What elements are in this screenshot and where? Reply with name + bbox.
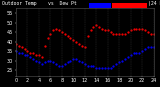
Text: vs  Dew Pt: vs Dew Pt [48, 1, 77, 6]
Text: (24 Hours): (24 Hours) [148, 1, 160, 6]
Text: Outdoor Temp: Outdoor Temp [2, 1, 36, 6]
